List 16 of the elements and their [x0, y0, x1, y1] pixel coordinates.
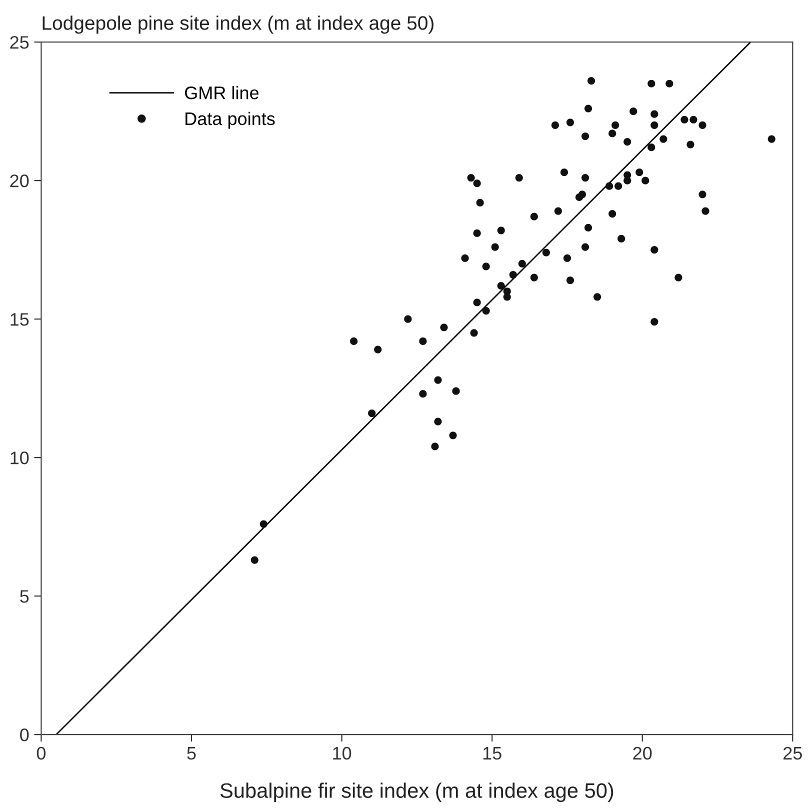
y-tick-label: 20 — [10, 174, 29, 188]
x-tick-label: 10 — [333, 746, 352, 760]
x-tick-label: 25 — [784, 746, 802, 760]
x-tick-label: 5 — [187, 747, 196, 760]
legend-label: GMR line — [184, 86, 259, 100]
x-tick-label: 0 — [36, 746, 46, 760]
y-tick-label: 0 — [20, 728, 29, 742]
y-axis-title: Lodgepole pine site index (m at index age 50) — [42, 16, 434, 34]
x-tick-label: 20 — [633, 746, 652, 760]
x-tick-label: 15 — [483, 747, 502, 760]
x-axis-title: Subalpine fir site index (m at index age 50) — [220, 782, 614, 802]
y-tick-label: 10 — [10, 452, 29, 464]
legend-label: Data points — [186, 112, 275, 129]
y-tick-label: 15 — [10, 313, 29, 326]
y-tick-label: 5 — [20, 590, 29, 603]
y-tick-label: 25 — [10, 36, 29, 49]
